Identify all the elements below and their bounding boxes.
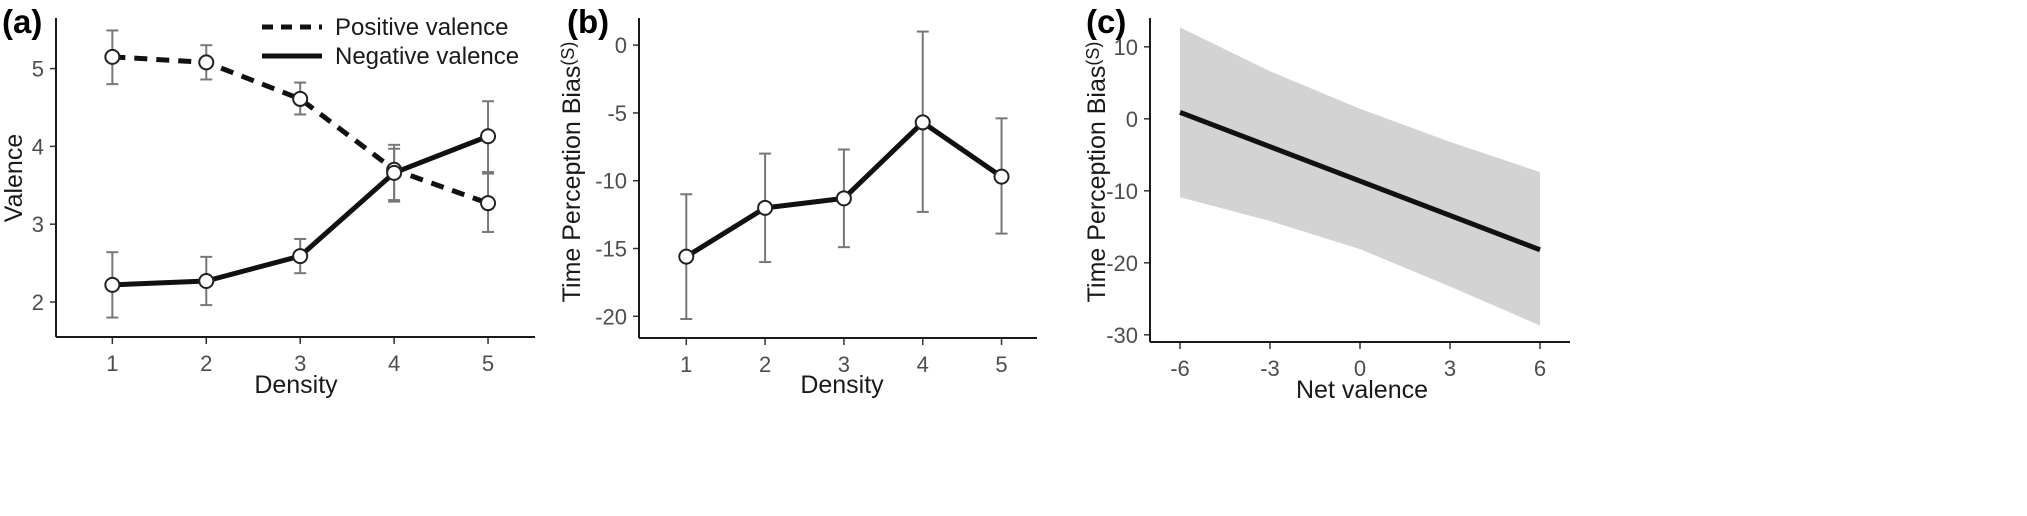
- panel-c-y-tick-label: 10: [1114, 35, 1138, 60]
- panel-c-y-tick-label: -10: [1106, 179, 1138, 204]
- panel-c-y-tick-label: 0: [1126, 107, 1138, 132]
- panel-a-legend: Positive valence Negative valence: [262, 14, 519, 70]
- panel-b-plot: -20 -15 -10 -5 0 1 2 3 4 5: [595, 30, 1010, 377]
- panel-a-y-tick-label: 2: [32, 290, 44, 315]
- panel-a-data-point: [480, 128, 497, 145]
- panel-a-data-point: [198, 272, 215, 289]
- panel-b-data-point: [757, 199, 774, 216]
- panel-b-y-tick-label: -5: [607, 101, 627, 126]
- panel-a-y-tick-label: 4: [32, 134, 44, 159]
- panel-b-data-point: [914, 114, 931, 131]
- panel-a-y-tick-label: 3: [32, 212, 44, 237]
- panel-c-x-tick-label: 3: [1444, 356, 1456, 381]
- panel-c-regression-line: [1179, 109, 1541, 253]
- panel-b-x-tick-label: 5: [995, 352, 1007, 377]
- panel-c-x-tick-label: 6: [1534, 356, 1546, 381]
- panel-b-x-tick-label: 1: [680, 352, 692, 377]
- panel-c-y-tick-label: -30: [1106, 323, 1138, 348]
- panel-b-x-tick-label: 3: [838, 352, 850, 377]
- panel-c-x-tick-label: 0: [1354, 356, 1366, 381]
- panel-a-x-tick-label: 4: [388, 351, 400, 376]
- panel-b-x-axis-title: Density: [800, 371, 884, 399]
- panel-b-label: (b): [567, 3, 609, 40]
- panel-c-y-axis-title: Time Perception Bias(S): [1083, 42, 1111, 303]
- panel-a-data-point: [386, 164, 403, 181]
- panel-b-data-point: [835, 190, 852, 207]
- panel-a-series-line-dashed: [112, 54, 489, 206]
- panel-a-data-point: [480, 195, 497, 212]
- legend-label-positive-valence: Positive valence: [335, 14, 508, 41]
- panel-b-x-tick-label: 2: [759, 352, 771, 377]
- panel-c-x-tick-label: -3: [1260, 356, 1280, 381]
- panel-a-y-axis-title: Valence: [0, 134, 28, 223]
- panel-b-data-point: [993, 168, 1010, 185]
- panel-a-data-point: [292, 90, 309, 107]
- panel-b-x-tick-label: 4: [917, 352, 929, 377]
- panel-a-y-tick-label: 5: [32, 57, 44, 82]
- panel-a-data-point: [104, 276, 121, 293]
- panel-b-y-tick-label: -15: [595, 237, 627, 262]
- panel-a-label: (a): [2, 3, 42, 40]
- panel-a: (a) 2 3 4 5 1 2 3 4 5 Density Valence Positive v…: [0, 3, 535, 399]
- panel-a-data-point: [104, 48, 121, 65]
- panel-a-x-tick-label: 5: [482, 351, 494, 376]
- panel-b-y-tick-label: -20: [595, 304, 627, 329]
- panel-a-plot: 2 3 4 5 1 2 3 4 5: [32, 29, 497, 376]
- panel-a-x-tick-label: 3: [294, 351, 306, 376]
- panel-b: (b) -20 -15 -10 -5 0 1 2 3 4 5 Density Time Perce…: [558, 3, 1037, 399]
- panel-c-x-tick-label: -6: [1170, 356, 1190, 381]
- panel-c-label: (c): [1086, 3, 1126, 40]
- panel-b-y-axis-title-text: Time Perception Bias: [558, 66, 586, 303]
- panel-a-x-axis-title: Density: [254, 371, 338, 399]
- legend-label-negative-valence: Negative valence: [335, 43, 519, 70]
- panel-b-y-tick-label: -10: [595, 169, 627, 194]
- panel-b-y-tick-label: 0: [615, 33, 627, 58]
- panel-b-y-axis-unit: (S): [558, 42, 578, 66]
- panel-c-y-axis-unit: (S): [1083, 42, 1103, 66]
- panel-a-x-tick-label: 1: [106, 351, 118, 376]
- panel-b-y-axis-title: Time Perception Bias(S): [558, 42, 586, 303]
- panel-a-data-point: [198, 54, 215, 71]
- panel-a-data-point: [292, 248, 309, 265]
- panel-a-x-tick-label: 2: [200, 351, 212, 376]
- panel-c-x-axis-title: Net valence: [1296, 376, 1428, 404]
- panel-c-y-axis-title-text: Time Perception Bias: [1083, 66, 1111, 303]
- panel-c-y-tick-label: -20: [1106, 251, 1138, 276]
- panel-b-data-point: [678, 248, 695, 265]
- panel-c-confidence-band: [1180, 27, 1540, 326]
